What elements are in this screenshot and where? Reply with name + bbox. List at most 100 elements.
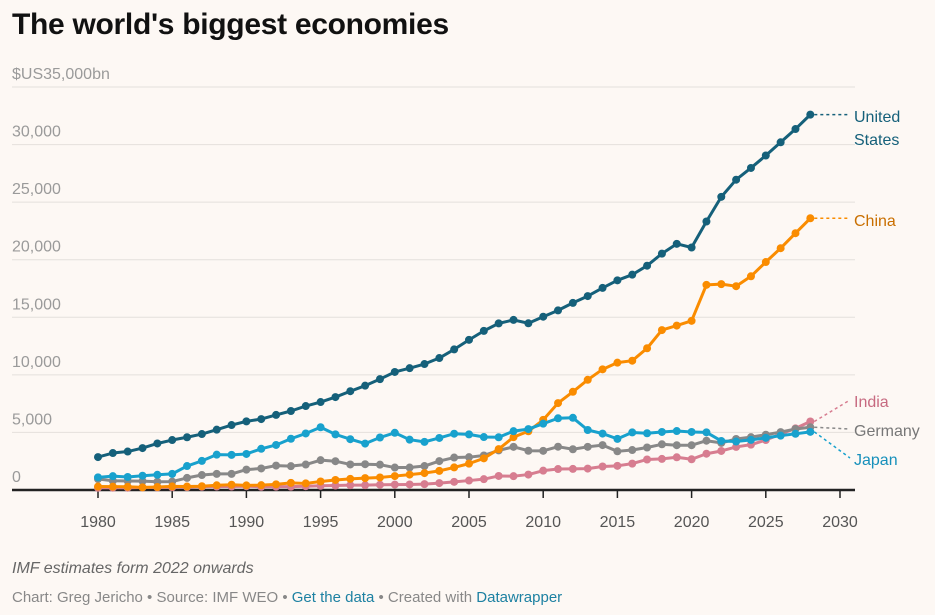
data-point[interactable] (183, 433, 192, 442)
data-point[interactable] (272, 461, 281, 470)
data-point[interactable] (717, 436, 726, 445)
data-point[interactable] (212, 425, 221, 434)
data-point[interactable] (138, 483, 147, 492)
data-point[interactable] (568, 445, 577, 454)
data-point[interactable] (761, 258, 770, 267)
data-point[interactable] (108, 472, 117, 481)
data-point[interactable] (672, 427, 681, 436)
data-point[interactable] (301, 479, 310, 488)
data-point[interactable] (613, 447, 622, 456)
data-point[interactable] (361, 481, 370, 490)
data-point[interactable] (197, 471, 206, 480)
data-point[interactable] (465, 459, 473, 468)
data-point[interactable] (375, 473, 384, 482)
data-point[interactable] (331, 457, 340, 466)
data-point[interactable] (643, 443, 652, 452)
data-point[interactable] (657, 326, 666, 335)
data-point[interactable] (613, 276, 622, 285)
data-point[interactable] (390, 472, 399, 481)
data-point[interactable] (346, 481, 355, 490)
data-point[interactable] (806, 427, 815, 436)
data-point[interactable] (672, 441, 681, 450)
data-point[interactable] (568, 298, 577, 307)
data-point[interactable] (465, 453, 473, 462)
data-point[interactable] (361, 381, 370, 390)
data-point[interactable] (494, 471, 503, 480)
data-point[interactable] (702, 217, 711, 226)
data-point[interactable] (197, 482, 206, 491)
data-point[interactable] (435, 479, 444, 488)
data-point[interactable] (272, 410, 281, 419)
data-point[interactable] (420, 480, 429, 489)
data-point[interactable] (717, 192, 726, 201)
data-point[interactable] (375, 433, 384, 442)
data-point[interactable] (791, 229, 800, 238)
data-point[interactable] (598, 462, 607, 471)
data-point[interactable] (494, 445, 503, 454)
data-point[interactable] (450, 429, 459, 438)
data-point[interactable] (806, 110, 815, 119)
data-point[interactable] (390, 367, 399, 376)
data-point[interactable] (450, 453, 459, 462)
data-point[interactable] (346, 387, 355, 396)
data-point[interactable] (628, 270, 637, 279)
data-point[interactable] (524, 319, 533, 328)
data-point[interactable] (746, 272, 755, 281)
data-point[interactable] (524, 446, 533, 455)
data-point[interactable] (806, 417, 815, 426)
data-point[interactable] (242, 465, 251, 474)
data-point[interactable] (509, 472, 518, 481)
data-point[interactable] (346, 474, 355, 483)
data-point[interactable] (494, 319, 503, 328)
data-point[interactable] (643, 455, 652, 464)
data-point[interactable] (301, 402, 310, 411)
data-point[interactable] (628, 459, 637, 468)
data-point[interactable] (583, 292, 592, 301)
data-point[interactable] (301, 460, 310, 469)
data-point[interactable] (420, 469, 429, 478)
data-point[interactable] (361, 460, 370, 469)
data-point[interactable] (643, 261, 652, 270)
data-point[interactable] (212, 481, 221, 490)
data-point[interactable] (806, 214, 815, 223)
data-point[interactable] (286, 407, 295, 416)
data-point[interactable] (390, 463, 399, 472)
data-point[interactable] (524, 425, 533, 434)
data-point[interactable] (568, 464, 577, 473)
data-point[interactable] (168, 482, 177, 491)
data-point[interactable] (643, 344, 652, 353)
get-the-data-link[interactable]: Get the data (291, 589, 375, 606)
data-point[interactable] (479, 475, 488, 484)
data-point[interactable] (465, 476, 473, 485)
data-point[interactable] (657, 249, 666, 258)
data-point[interactable] (479, 433, 488, 442)
data-point[interactable] (761, 151, 770, 160)
data-point[interactable] (435, 457, 444, 466)
data-point[interactable] (405, 470, 414, 479)
data-point[interactable] (123, 447, 132, 456)
data-point[interactable] (123, 472, 132, 481)
data-point[interactable] (286, 462, 295, 471)
data-point[interactable] (702, 436, 711, 445)
data-point[interactable] (776, 244, 785, 253)
data-point[interactable] (539, 446, 548, 455)
data-point[interactable] (583, 426, 592, 435)
data-point[interactable] (554, 442, 563, 451)
data-point[interactable] (375, 460, 384, 469)
data-point[interactable] (628, 428, 637, 437)
data-point[interactable] (465, 430, 473, 439)
data-point[interactable] (316, 477, 325, 486)
data-point[interactable] (405, 463, 414, 472)
data-point[interactable] (450, 463, 459, 472)
data-point[interactable] (420, 462, 429, 471)
data-point[interactable] (450, 345, 459, 354)
data-point[interactable] (316, 456, 325, 465)
data-point[interactable] (776, 431, 785, 440)
data-point[interactable] (568, 387, 577, 396)
data-point[interactable] (657, 427, 666, 436)
data-point[interactable] (108, 482, 117, 491)
data-point[interactable] (420, 360, 429, 369)
data-point[interactable] (331, 475, 340, 484)
data-point[interactable] (94, 473, 102, 482)
data-point[interactable] (732, 175, 741, 184)
